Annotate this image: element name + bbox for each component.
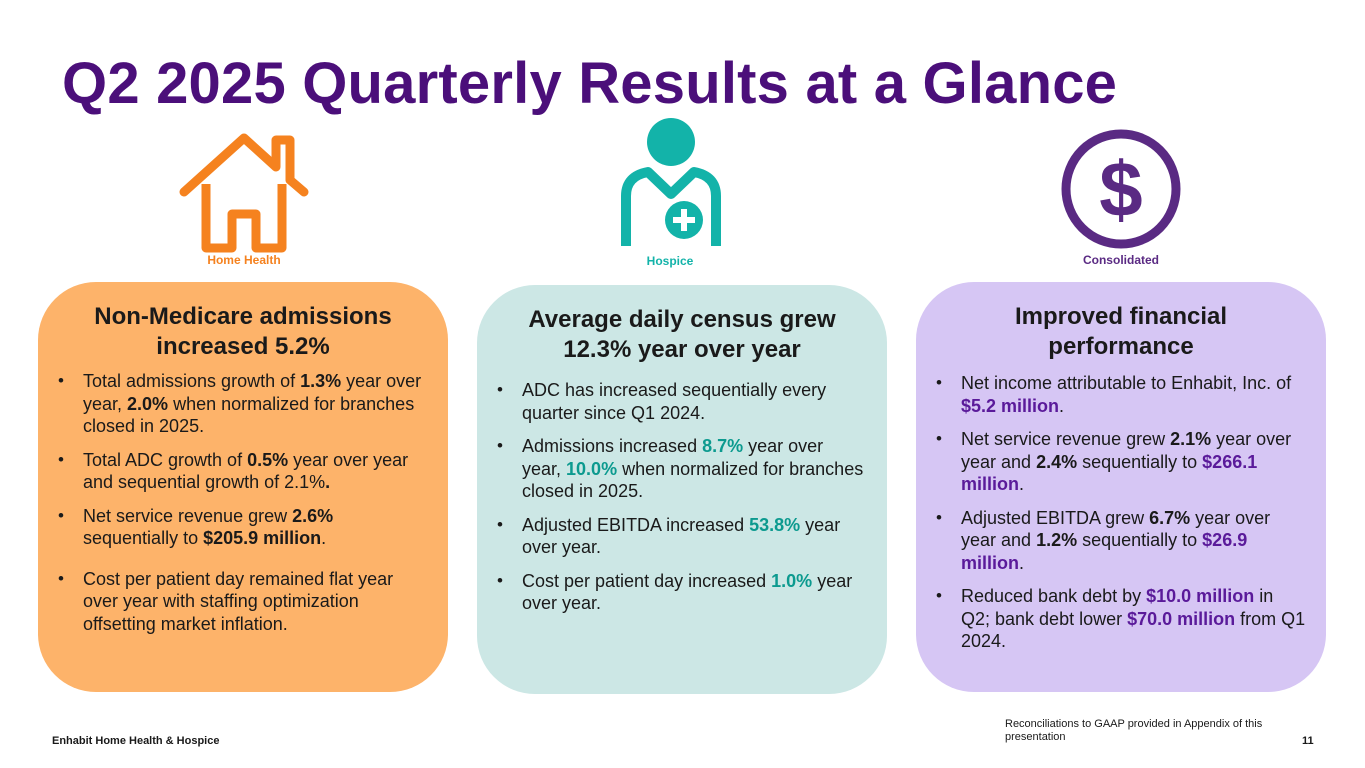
- list-item: Cost per patient day increased 1.0% year…: [497, 570, 867, 615]
- dollar-circle-icon: $: [1060, 128, 1182, 250]
- list-item: ADC has increased sequentially every qua…: [497, 379, 867, 424]
- list-item: Total admissions growth of 1.3% year ove…: [58, 370, 428, 438]
- consolidated-label: Consolidated: [1082, 253, 1159, 267]
- home-health-heading: Non-Medicare admissions increased 5.2%: [94, 303, 392, 360]
- caregiver-icon: [618, 116, 724, 256]
- svg-text:$: $: [1099, 145, 1142, 233]
- consolidated-heading: Improved financial performance: [1014, 303, 1228, 360]
- list-item: Total ADC growth of 0.5% year over year …: [58, 449, 428, 494]
- home-health-label: Home Health: [207, 253, 281, 267]
- list-item: Net service revenue grew 2.1% year over …: [936, 428, 1306, 496]
- consolidated-bullets: Net income attributable to Enhabit, Inc.…: [936, 372, 1306, 653]
- home-health-card: Non-Medicare admissions increased 5.2% T…: [38, 282, 448, 692]
- page-number: 11: [1302, 735, 1314, 747]
- list-item: Net service revenue grew 2.6% sequential…: [58, 505, 428, 550]
- footer-note: Reconciliations to GAAP provided in Appe…: [1005, 718, 1263, 743]
- list-item: Cost per patient day remained flat year …: [58, 568, 428, 636]
- list-item: Admissions increased 8.7% year over year…: [497, 435, 867, 503]
- home-health-bullets: Total admissions growth of 1.3% year ove…: [58, 370, 428, 635]
- hospice-heading: Average daily census grew 12.3% year ove…: [528, 306, 836, 363]
- hospice-bullets: ADC has increased sequentially every qua…: [497, 379, 867, 615]
- consolidated-card: Improved financial performance Net incom…: [916, 282, 1326, 692]
- hospice-card: Average daily census grew 12.3% year ove…: [477, 285, 887, 694]
- list-item: Adjusted EBITDA increased 53.8% year ove…: [497, 514, 867, 559]
- page-title: Q2 2025 Quarterly Results at a Glance: [62, 51, 1118, 116]
- list-item: Net income attributable to Enhabit, Inc.…: [936, 372, 1306, 417]
- hospice-label: Hospice: [646, 254, 694, 268]
- list-item: Adjusted EBITDA grew 6.7% year over year…: [936, 507, 1306, 575]
- house-icon: [176, 132, 312, 254]
- footer-company: Enhabit Home Health & Hospice: [52, 735, 220, 747]
- list-item: Reduced bank debt by $10.0 million in Q2…: [936, 585, 1306, 653]
